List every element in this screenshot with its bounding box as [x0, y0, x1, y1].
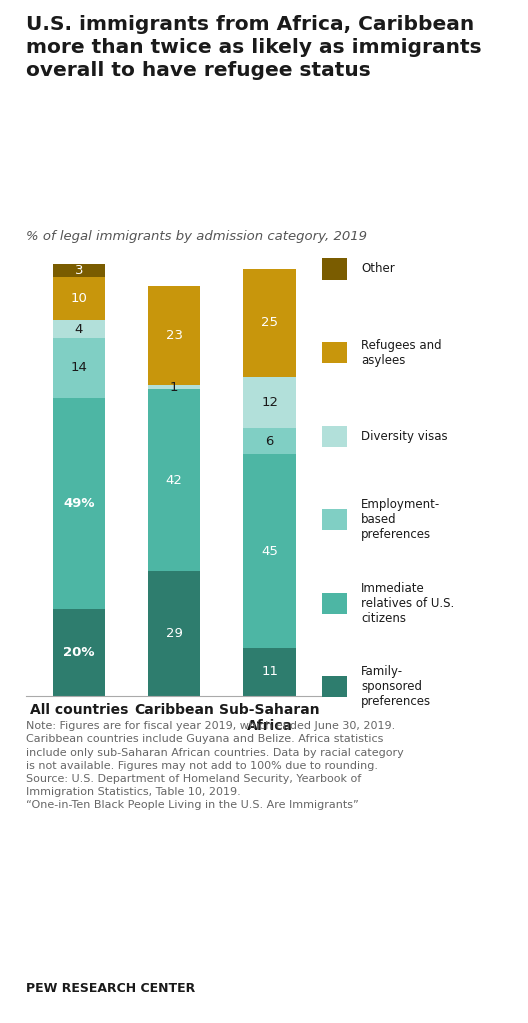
Bar: [53, 338, 105, 398]
Text: 42: 42: [166, 474, 183, 487]
Text: 3: 3: [74, 264, 83, 277]
Bar: [243, 376, 296, 429]
Text: 23: 23: [166, 329, 183, 342]
Bar: [148, 385, 201, 390]
Bar: [148, 286, 201, 385]
FancyBboxPatch shape: [322, 509, 347, 530]
Bar: [243, 269, 296, 376]
Text: Diversity visas: Diversity visas: [361, 430, 448, 443]
Bar: [148, 571, 201, 696]
Text: 12: 12: [261, 396, 278, 409]
Bar: [53, 610, 105, 696]
Text: 6: 6: [266, 435, 274, 448]
Text: 29: 29: [166, 627, 183, 639]
Text: 11: 11: [261, 665, 278, 678]
Text: Other: Other: [361, 263, 395, 275]
Text: 25: 25: [261, 316, 278, 329]
Text: 20%: 20%: [63, 646, 95, 659]
Bar: [53, 320, 105, 338]
Bar: [243, 649, 296, 696]
FancyBboxPatch shape: [322, 259, 347, 279]
FancyBboxPatch shape: [322, 426, 347, 447]
Text: 4: 4: [74, 322, 83, 336]
Text: U.S. immigrants from Africa, Caribbean
more than twice as likely as immigrants
o: U.S. immigrants from Africa, Caribbean m…: [26, 15, 482, 80]
Bar: [148, 390, 201, 571]
FancyBboxPatch shape: [322, 676, 347, 698]
Bar: [243, 454, 296, 649]
Text: Family-
sponsored
preferences: Family- sponsored preferences: [361, 665, 431, 708]
Text: Note: Figures are for fiscal year 2019, which ended June 30, 2019.
Caribbean cou: Note: Figures are for fiscal year 2019, …: [26, 721, 404, 810]
Text: 1: 1: [170, 381, 178, 394]
Text: % of legal immigrants by admission category, 2019: % of legal immigrants by admission categ…: [26, 230, 367, 243]
Text: PEW RESEARCH CENTER: PEW RESEARCH CENTER: [26, 982, 196, 995]
Text: 49%: 49%: [63, 497, 95, 510]
Text: Refugees and
asylees: Refugees and asylees: [361, 339, 442, 366]
Text: 10: 10: [70, 293, 87, 306]
Text: Immediate
relatives of U.S.
citizens: Immediate relatives of U.S. citizens: [361, 582, 455, 625]
Bar: [53, 264, 105, 277]
Bar: [53, 398, 105, 610]
Text: 14: 14: [70, 361, 87, 374]
Text: Employment-
based
preferences: Employment- based preferences: [361, 498, 440, 541]
Bar: [243, 429, 296, 454]
Bar: [53, 277, 105, 320]
FancyBboxPatch shape: [322, 342, 347, 363]
FancyBboxPatch shape: [322, 592, 347, 614]
Text: 45: 45: [261, 544, 278, 558]
